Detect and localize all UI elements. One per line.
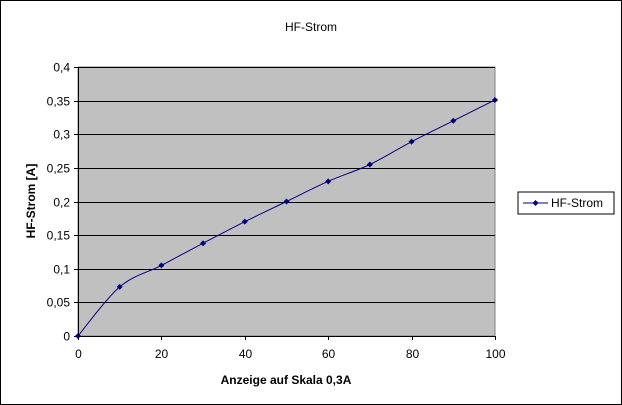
y-axis-title: HF-Strom [A]: [24, 164, 38, 239]
y-tick-label: 0: [63, 330, 70, 344]
data-point-marker: [241, 218, 248, 225]
x-tick-label: 100: [485, 347, 505, 361]
y-tick-label: 0,4: [53, 61, 70, 75]
x-tick-label: 20: [155, 347, 169, 361]
data-point-marker: [366, 161, 373, 168]
data-point-marker: [116, 283, 123, 290]
chart-title: HF-Strom: [285, 20, 337, 34]
y-tick-label: 0,05: [47, 296, 71, 310]
data-point-marker: [492, 96, 498, 103]
x-tick-label: 60: [322, 347, 336, 361]
legend-marker-diamond-icon: [532, 200, 539, 206]
x-axis-title: Anzeige auf Skala 0,3A: [221, 373, 352, 387]
legend-label: HF-Strom: [551, 196, 603, 210]
x-tick-label: 0: [75, 347, 82, 361]
y-tick-label: 0,35: [47, 95, 71, 109]
y-tick-label: 0,25: [47, 162, 71, 176]
y-tick-label: 0,1: [53, 263, 70, 277]
series-layer: [75, 96, 498, 339]
legend: HF-Strom: [517, 191, 615, 215]
data-point-marker: [325, 178, 332, 185]
y-tick-label: 0,15: [47, 229, 71, 243]
y-axis-tick-labels: 0 0,05 0,1 0,15 0,2 0,25 0,3 0,35 0,4: [47, 61, 71, 344]
data-point-marker: [158, 262, 165, 269]
x-tick-label: 80: [406, 347, 420, 361]
data-point-marker: [450, 117, 457, 124]
x-tick-label: 40: [239, 347, 253, 361]
legend-box: [517, 191, 615, 215]
x-axis-tick-labels: 0 20 40 60 80 100: [75, 347, 506, 361]
y-tick-label: 0,3: [53, 128, 70, 142]
axes: [74, 67, 496, 340]
data-point-marker: [408, 138, 415, 145]
data-point-marker: [283, 198, 290, 205]
data-point-marker: [75, 333, 81, 339]
data-point-marker: [200, 240, 207, 247]
y-tick-label: 0,2: [53, 196, 70, 210]
